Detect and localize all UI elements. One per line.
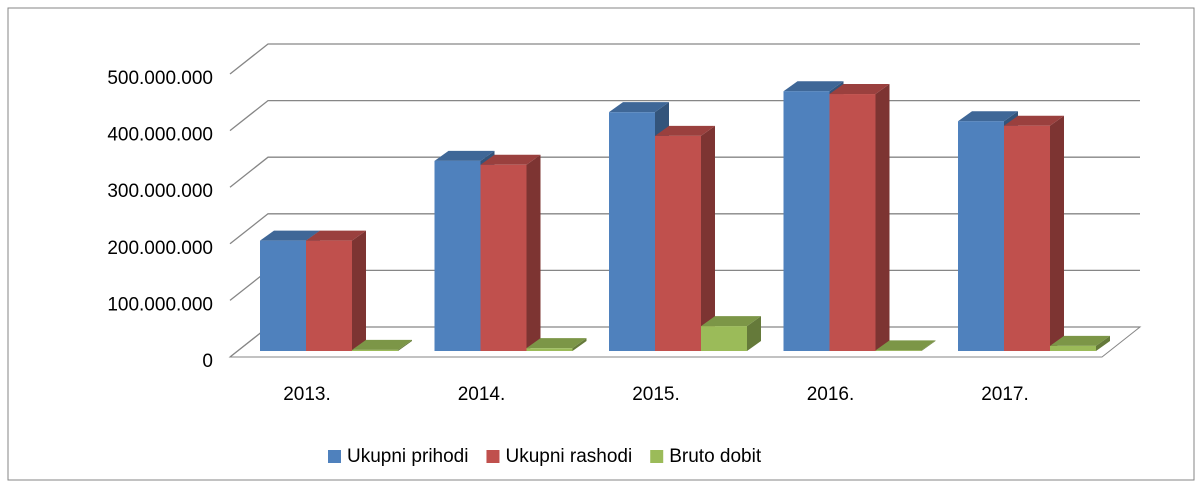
y-tick-label: 300.000.000 xyxy=(107,181,213,202)
bar xyxy=(875,350,922,351)
bar-side xyxy=(921,340,936,351)
bar-top xyxy=(1004,115,1064,126)
bar-side xyxy=(572,338,587,351)
bar xyxy=(1004,125,1050,352)
y-tick-label: 400.000.000 xyxy=(107,125,213,146)
x-tick-label: 2016. xyxy=(807,384,855,405)
bar xyxy=(1050,345,1096,351)
y-tick-label: 100.000.000 xyxy=(107,294,213,315)
bar-top xyxy=(829,84,890,95)
bar-top xyxy=(701,316,761,327)
bar xyxy=(480,164,527,351)
y-tick-label: 200.000.000 xyxy=(107,238,213,259)
x-tick-label: 2013. xyxy=(283,384,331,405)
bar-top xyxy=(526,338,587,349)
bar-side xyxy=(1050,115,1064,352)
bar xyxy=(783,91,830,352)
grid-line xyxy=(229,43,1140,75)
bar xyxy=(958,121,1004,351)
bar-side xyxy=(398,339,412,351)
bar xyxy=(260,240,306,351)
x-tick-label: 2014. xyxy=(458,384,506,405)
legend-label: Ukupni prihodi xyxy=(347,446,468,467)
bar xyxy=(655,135,701,351)
bar-top xyxy=(260,230,320,241)
legend-swatch xyxy=(328,450,341,463)
bar-side xyxy=(1096,335,1110,351)
bar-top xyxy=(352,339,412,350)
bar-top xyxy=(434,150,495,161)
bar-side xyxy=(701,125,715,351)
bar xyxy=(434,160,481,351)
bar-side xyxy=(875,84,890,351)
legend-label: Bruto dobit xyxy=(669,446,762,467)
bar-side xyxy=(747,316,761,351)
bar-top xyxy=(875,340,936,351)
y-tick-label: 500.000.000 xyxy=(107,68,213,89)
y-tick-label: 0 xyxy=(202,351,213,372)
bar xyxy=(701,326,747,351)
bar xyxy=(352,349,398,351)
bar xyxy=(526,348,573,351)
bar-top xyxy=(655,125,715,136)
bar-top xyxy=(1050,335,1110,346)
bar-top xyxy=(480,154,541,165)
x-tick-label: 2015. xyxy=(632,384,680,405)
bar-side xyxy=(526,154,541,351)
legend-swatch xyxy=(486,450,500,463)
bar-top xyxy=(609,102,669,113)
x-tick-label: 2017. xyxy=(981,384,1029,405)
bar xyxy=(829,94,876,351)
bar-top xyxy=(958,111,1018,122)
legend-swatch xyxy=(650,450,664,463)
bar-side xyxy=(352,230,366,351)
legend-label: Ukupni rashodi xyxy=(505,446,632,467)
bar xyxy=(306,240,352,351)
bar-top xyxy=(783,81,844,92)
bar xyxy=(609,112,655,351)
bar-top xyxy=(306,230,366,241)
